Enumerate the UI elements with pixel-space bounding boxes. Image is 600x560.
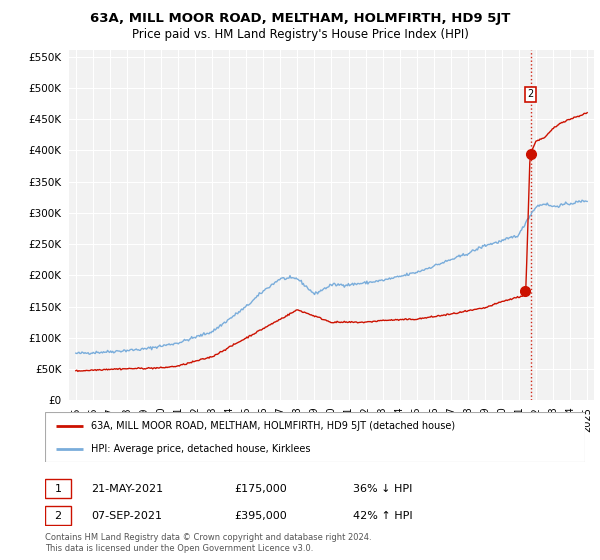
Text: 21-MAY-2021: 21-MAY-2021 <box>91 484 163 494</box>
Text: 2: 2 <box>55 511 62 521</box>
Text: Price paid vs. HM Land Registry's House Price Index (HPI): Price paid vs. HM Land Registry's House … <box>131 28 469 41</box>
FancyBboxPatch shape <box>45 479 71 498</box>
Text: £175,000: £175,000 <box>234 484 287 494</box>
Text: 63A, MILL MOOR ROAD, MELTHAM, HOLMFIRTH, HD9 5JT: 63A, MILL MOOR ROAD, MELTHAM, HOLMFIRTH,… <box>90 12 510 25</box>
Text: 1: 1 <box>55 484 61 494</box>
FancyBboxPatch shape <box>45 412 585 462</box>
Text: 42% ↑ HPI: 42% ↑ HPI <box>353 511 412 521</box>
Text: £395,000: £395,000 <box>234 511 287 521</box>
Text: 63A, MILL MOOR ROAD, MELTHAM, HOLMFIRTH, HD9 5JT (detached house): 63A, MILL MOOR ROAD, MELTHAM, HOLMFIRTH,… <box>91 421 455 431</box>
FancyBboxPatch shape <box>45 506 71 525</box>
Text: Contains HM Land Registry data © Crown copyright and database right 2024.
This d: Contains HM Land Registry data © Crown c… <box>45 533 371 553</box>
Text: 07-SEP-2021: 07-SEP-2021 <box>91 511 162 521</box>
Text: HPI: Average price, detached house, Kirklees: HPI: Average price, detached house, Kirk… <box>91 445 310 454</box>
Text: 2: 2 <box>527 89 534 99</box>
Text: 36% ↓ HPI: 36% ↓ HPI <box>353 484 412 494</box>
